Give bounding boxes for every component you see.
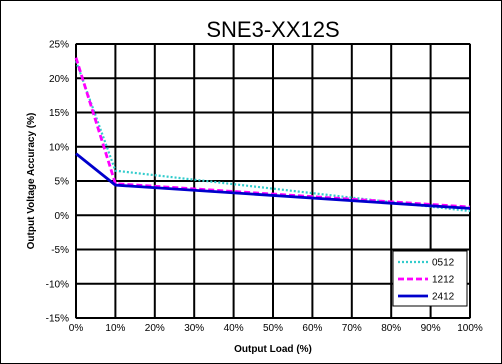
x-tick-label: 40% xyxy=(224,323,244,334)
legend: 0512 1212 2412 xyxy=(392,250,468,307)
x-tick-label: 80% xyxy=(381,323,401,334)
x-tick-label: 20% xyxy=(145,323,165,334)
x-axis-label: Output Load (%) xyxy=(234,344,312,355)
x-tick-label: 70% xyxy=(342,323,362,334)
legend-items: 0512 1212 2412 xyxy=(398,258,455,303)
y-tick-label: 15% xyxy=(49,108,69,119)
chart-title: SNE3-XX12S xyxy=(206,17,339,42)
x-tick-label: 0% xyxy=(69,323,84,334)
y-tick-label: 25% xyxy=(49,40,69,51)
x-tick-labels: 0% 10% 20% 30% 40% 50% 60% 70% 80% 90% 100% xyxy=(69,323,483,334)
y-axis-label: Output Voltage Accuracy (%) xyxy=(26,113,37,250)
y-tick-label: 20% xyxy=(49,74,69,85)
x-tick-label: 90% xyxy=(421,323,441,334)
series-lines xyxy=(74,57,471,213)
y-tick-label: -5% xyxy=(51,245,69,256)
y-tick-label: 10% xyxy=(49,142,69,153)
legend-label-1212: 1212 xyxy=(432,275,455,286)
y-tick-labels: 25% 20% 15% 10% 5% 0% -5% -10% -15% xyxy=(46,40,69,325)
x-tick-label: 100% xyxy=(457,323,483,334)
x-tick-label: 60% xyxy=(302,323,322,334)
series-line-0512 xyxy=(74,60,471,213)
x-tick-label: 50% xyxy=(263,323,283,334)
y-tick-label: -15% xyxy=(46,314,69,325)
series-line-2412 xyxy=(75,152,471,210)
legend-label-2412: 2412 xyxy=(432,292,455,303)
legend-box xyxy=(392,250,468,307)
y-tick-label: 5% xyxy=(55,177,70,188)
legend-label-0512: 0512 xyxy=(432,258,455,269)
y-tick-label: 0% xyxy=(55,211,70,222)
gridlines xyxy=(75,43,471,319)
x-tick-label: 10% xyxy=(105,323,125,334)
y-tick-label: -10% xyxy=(46,279,69,290)
x-tick-label: 30% xyxy=(184,323,204,334)
